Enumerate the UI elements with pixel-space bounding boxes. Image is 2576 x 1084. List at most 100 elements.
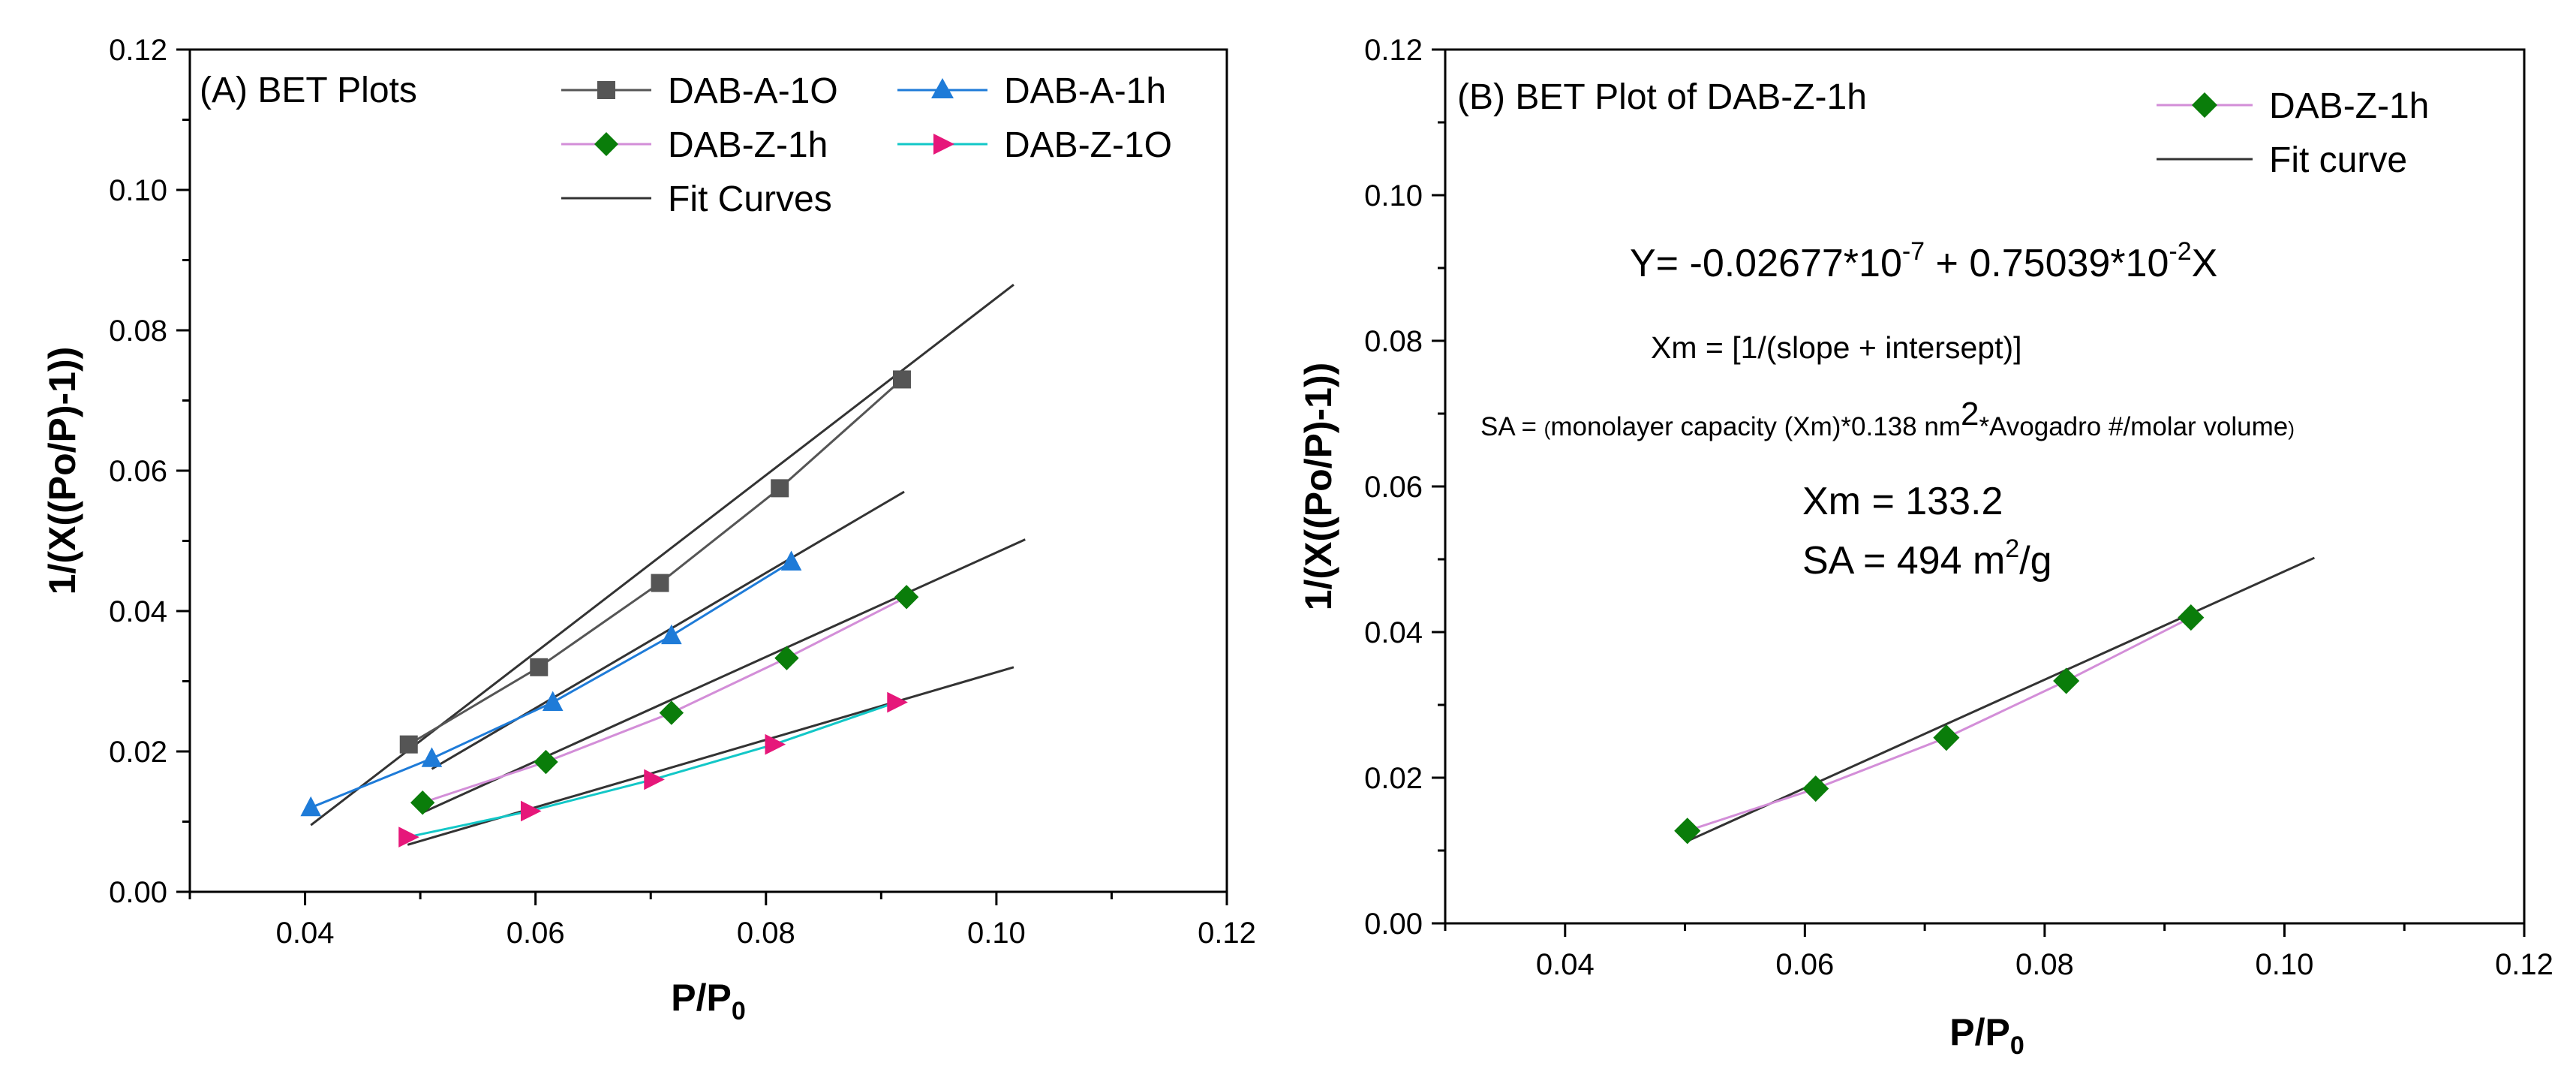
panel-b-series-line-dab-z-1h xyxy=(1687,616,2192,833)
panel-b-y-tick-label: 0.10 xyxy=(1364,179,1423,212)
sa-value-sup: 2 xyxy=(2005,534,2019,563)
panel-a-x-tick-label: 0.04 xyxy=(276,917,335,950)
sa-value: SA = 494 m2/g xyxy=(1802,534,2052,583)
panel-a-point-dab-a-1h xyxy=(780,550,802,571)
panel-a-point-dab-z-1o xyxy=(644,769,665,790)
sa-formula-close: ) xyxy=(2288,417,2295,440)
panel-a-series-line-dab-a-1o xyxy=(407,378,903,745)
panel-a-series-line-dab-z-1h xyxy=(422,595,907,804)
legend-label-fit-curve: Fit curve xyxy=(2269,140,2407,180)
panel-a-point-dab-z-1h xyxy=(894,585,919,610)
panel-a-x-tick-label: 0.12 xyxy=(1198,917,1256,950)
panel-a-point-dab-a-1o xyxy=(530,658,549,676)
panel-b-x-tick-label: 0.04 xyxy=(1536,948,1595,981)
panel-b-bet-plot-dab-z-1h: 0.04 0.06 0.08 0.10 0.12 0.00 0.02 0.04 0.06 0.08… xyxy=(1297,34,2553,1060)
panel-a-point-dab-a-1o xyxy=(892,370,911,389)
panel-a-title: (A) BET Plots xyxy=(200,71,417,110)
panel-b-title: (B) BET Plot of DAB-Z-1h xyxy=(1457,77,1867,117)
panel-b-series xyxy=(1674,604,2205,845)
panel-b-x-tick-label: 0.06 xyxy=(1775,948,1834,981)
legend-label-b-dab-z-1h: DAB-Z-1h xyxy=(2269,86,2429,126)
panel-b-y-tick-label: 0.04 xyxy=(1364,616,1423,649)
panel-a-x-axis-subscript: 0 xyxy=(732,997,746,1025)
panel-b-ticks: 0.04 0.06 0.08 0.10 0.12 0.00 0.02 0.04 0.06 0.08… xyxy=(1364,34,2553,981)
legend-label-fit-curves: Fit Curves xyxy=(668,179,832,219)
panel-b-point-dab-z-1h xyxy=(1802,775,1829,802)
regression-equation: Y= -0.02677*10-7 + 0.75039*10-2X xyxy=(1630,237,2217,285)
panel-b-y-tick-label: 0.12 xyxy=(1364,34,1423,67)
panel-b-point-dab-z-1h xyxy=(1674,818,1701,845)
xm-formula: Xm = [1/(slope + intersept)] xyxy=(1651,330,2022,365)
panel-a-legend: DAB-A-1O DAB-A-1h DAB-Z-1h DAB-Z-1O Fit … xyxy=(561,71,1172,219)
panel-a-fit-line-dab-z-1h xyxy=(422,538,1026,814)
panel-a-point-dab-a-1h xyxy=(661,624,682,645)
equation-exponent-1: -7 xyxy=(1902,237,1925,266)
equation-exponent-2: -2 xyxy=(2169,237,2191,266)
panel-a-fit-lines xyxy=(310,284,1026,846)
panel-a-x-tick-label: 0.06 xyxy=(506,917,565,950)
sa-formula-text-1: monolayer capacity (Xm)*0.138 nm xyxy=(1550,412,1961,441)
panel-b-fit-lines xyxy=(1687,556,2316,842)
panel-a-point-dab-a-1o xyxy=(771,479,789,498)
panel-a-point-dab-z-1o xyxy=(887,691,908,713)
panel-b-point-dab-z-1h xyxy=(1933,724,1960,751)
panel-a-y-tick-label: 0.12 xyxy=(109,34,167,67)
legend-marker-dab-a-1h xyxy=(931,78,954,98)
panel-a-point-dab-a-1h xyxy=(300,796,322,817)
legend-label-dab-z-1h: DAB-Z-1h xyxy=(668,125,828,165)
equation-suffix: X xyxy=(2192,242,2218,285)
panel-b-x-tick-label: 0.10 xyxy=(2256,948,2314,981)
panel-a-plot-frame xyxy=(188,48,1228,893)
xm-value: Xm = 133.2 xyxy=(1802,480,2003,523)
panel-a-y-tick-label: 0.02 xyxy=(109,736,167,769)
legend-label-dab-z-1o: DAB-Z-1O xyxy=(1004,125,1172,165)
panel-a-point-dab-z-1o xyxy=(765,733,786,755)
panel-a-point-dab-a-1o xyxy=(399,735,418,754)
panel-a-x-tick-label: 0.10 xyxy=(967,917,1026,950)
panel-b-point-dab-z-1h xyxy=(2053,667,2080,694)
panel-b-x-tick-label: 0.08 xyxy=(2015,948,2074,981)
panel-b-y-tick-label: 0.06 xyxy=(1364,471,1423,504)
sa-formula-open: ( xyxy=(1544,417,1551,440)
legend-marker-dab-z-1o xyxy=(933,134,954,155)
panel-a-bet-plots: 0.04 0.06 0.08 0.10 0.12 0.00 0.02 0.04 0.06 0.08… xyxy=(41,34,1256,1025)
sa-formula-sup: 2 xyxy=(1961,396,1979,432)
legend-label-dab-a-1o: DAB-A-1O xyxy=(668,71,838,111)
sa-formula-text-2: *Avogadro #/molar volume xyxy=(1979,412,2288,441)
equation-middle: + 0.75039*10 xyxy=(1925,242,2169,285)
panel-a-y-tick-label: 0.00 xyxy=(109,876,167,909)
panel-b-fit-line-dab-z-1h xyxy=(1687,556,2316,842)
panel-a-point-dab-a-1h xyxy=(421,747,443,767)
panel-b-y-tick-label: 0.08 xyxy=(1364,325,1423,358)
legend-marker-b-dab-z-1h xyxy=(2192,92,2217,118)
legend-marker-dab-z-1h xyxy=(594,132,618,156)
panel-a-point-dab-z-1o xyxy=(398,827,419,848)
panel-b-y-tick-label: 0.00 xyxy=(1364,908,1423,941)
panel-b-x-axis-subscript: 0 xyxy=(2010,1031,2024,1060)
panel-a-x-tick-label: 0.08 xyxy=(737,917,795,950)
panel-a-y-tick-label: 0.08 xyxy=(109,315,167,348)
panel-b-legend: DAB-Z-1h Fit curve xyxy=(2157,86,2429,180)
panel-b-x-tick-label: 0.12 xyxy=(2495,948,2553,981)
panel-a-fit-line-dab-a-1h xyxy=(431,490,905,770)
panel-a-point-dab-z-1h xyxy=(410,790,435,815)
legend-marker-dab-a-1o xyxy=(597,81,615,99)
sa-formula: SA = (monolayer capacity (Xm)*0.138 nm2*… xyxy=(1480,396,2295,441)
panel-b-point-dab-z-1h xyxy=(2178,604,2205,631)
panel-a-series xyxy=(300,370,919,848)
panel-a-y-tick-label: 0.10 xyxy=(109,174,167,207)
panel-b-y-tick-label: 0.02 xyxy=(1364,762,1423,795)
panel-a-point-dab-z-1h xyxy=(534,749,558,775)
panel-a-x-axis-title: P/P0 xyxy=(671,977,746,1025)
panel-a-y-tick-label: 0.06 xyxy=(109,455,167,488)
panel-b-x-axis-title: P/P0 xyxy=(1949,1011,2024,1060)
panel-a-point-dab-z-1h xyxy=(774,646,799,670)
panel-a-y-tick-label: 0.04 xyxy=(109,595,167,628)
panel-a-y-axis-title: 1/(X((Po/P)-1)) xyxy=(41,347,83,595)
legend-label-dab-a-1h: DAB-A-1h xyxy=(1004,71,1166,111)
panel-a-point-dab-z-1h xyxy=(659,700,684,725)
panel-a-point-dab-a-1h xyxy=(542,691,564,711)
sa-value-suffix: /g xyxy=(2019,539,2051,583)
panel-a-point-dab-z-1o xyxy=(520,800,542,822)
